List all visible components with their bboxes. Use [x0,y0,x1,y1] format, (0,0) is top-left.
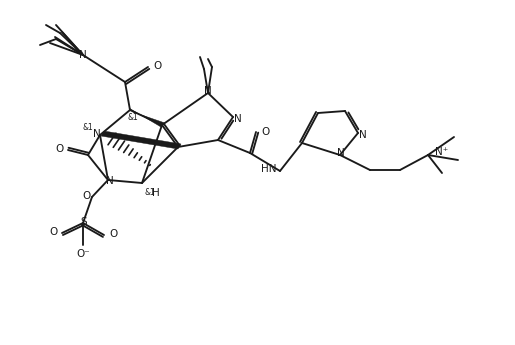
Polygon shape [129,108,165,127]
Text: N: N [359,130,367,140]
Text: &1: &1 [145,187,156,197]
Text: O: O [49,227,57,237]
Text: &1: &1 [82,122,93,131]
Text: &1: &1 [128,112,139,121]
Text: O: O [261,127,269,137]
Text: N: N [93,129,101,139]
Text: O⁻: O⁻ [76,249,90,259]
Text: N: N [234,114,242,124]
Text: O: O [82,191,90,201]
Text: N⁺: N⁺ [435,147,448,157]
Polygon shape [101,131,181,149]
Text: O: O [153,61,161,71]
Text: O: O [109,229,117,239]
Text: N: N [79,50,87,60]
Text: H: H [152,188,160,198]
Text: N: N [337,148,345,158]
Text: O: O [55,144,63,154]
Text: S: S [81,217,88,227]
Text: N: N [106,176,114,186]
Text: HN: HN [261,164,276,174]
Text: N: N [204,86,212,96]
